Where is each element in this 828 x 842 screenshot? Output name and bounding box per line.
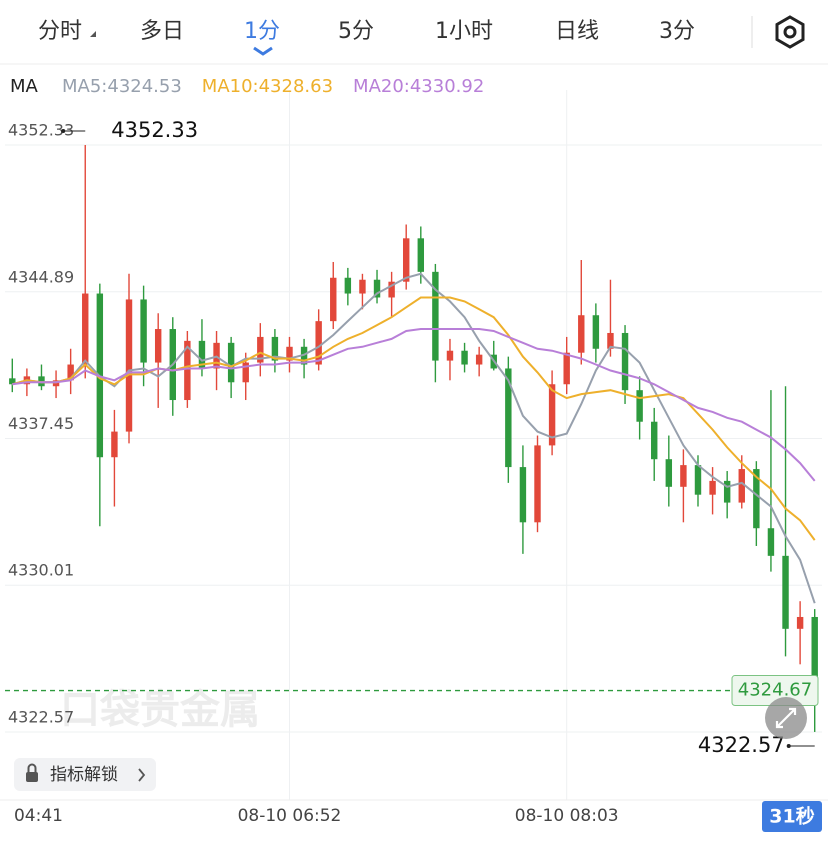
tab[interactable]: 多日 xyxy=(140,19,184,44)
candle-body xyxy=(140,299,147,363)
y-tick-label: 4330.01 xyxy=(8,561,74,580)
tab[interactable]: 1分 xyxy=(244,19,280,44)
candle-body xyxy=(767,528,775,556)
high-label: 4352.33 xyxy=(111,118,198,142)
legend-entry: MA5:4324.53 xyxy=(62,76,182,97)
unlock-button[interactable]: 指标解锁 xyxy=(14,758,156,791)
active-indicator xyxy=(253,46,273,56)
candle-body xyxy=(67,364,74,381)
candle-body xyxy=(592,315,600,349)
candle-body xyxy=(154,329,162,363)
candle-body xyxy=(636,390,643,422)
candle-body xyxy=(359,279,366,294)
candle-body xyxy=(796,616,804,629)
legend-entry: MA20:4330.92 xyxy=(353,76,484,97)
tab[interactable]: 分时 xyxy=(38,19,82,44)
candle-body xyxy=(330,277,337,322)
candle-body xyxy=(709,480,716,495)
candle-body xyxy=(417,238,425,272)
candle-body xyxy=(461,350,468,365)
candle-body xyxy=(315,321,322,365)
candle-body xyxy=(9,378,16,385)
candle-body xyxy=(694,465,702,495)
candle-body xyxy=(227,342,235,383)
unlock-label: 指标解锁 xyxy=(50,765,118,785)
watermark: 口袋贵金属 xyxy=(60,687,260,733)
candle-body xyxy=(578,315,585,353)
candle-body xyxy=(723,480,731,503)
candle-body xyxy=(548,384,556,446)
x-tick-label: 04:41 xyxy=(14,806,63,826)
candle-body xyxy=(286,346,293,361)
ma-line xyxy=(12,328,816,482)
plot: 4352.33 4344.89 4337.45 4330.01 4322.57 4352.… xyxy=(5,90,822,800)
tab-bar: 分时 多日 1分 5分 1小时 日线 3分 xyxy=(38,19,695,44)
candle-body xyxy=(402,238,410,282)
candle-body xyxy=(665,459,673,487)
candle-body xyxy=(811,616,818,691)
candle-body xyxy=(782,555,789,629)
low-dot xyxy=(786,743,791,748)
candle-body xyxy=(432,271,439,361)
candle-body xyxy=(738,469,745,503)
candle-body xyxy=(257,336,264,363)
tab[interactable]: 日线 xyxy=(555,19,599,44)
candle-body xyxy=(388,281,395,298)
candle-body xyxy=(446,350,454,361)
countdown: 31秒 xyxy=(769,805,814,828)
candle-body xyxy=(651,421,658,460)
x-tick-label: 08-10 06:52 xyxy=(238,806,342,826)
tab[interactable]: 1小时 xyxy=(435,19,493,44)
low-label: 4322.57 xyxy=(698,733,785,757)
tab-arrow xyxy=(90,31,96,37)
candle-body xyxy=(82,293,89,365)
legend-entry: MA10:4328.63 xyxy=(202,76,333,97)
settings-icon[interactable] xyxy=(775,15,805,49)
candle-body xyxy=(519,467,527,523)
high-dot xyxy=(61,129,66,134)
tab[interactable]: 3分 xyxy=(659,19,695,44)
last-price-label: 4324.67 xyxy=(738,680,812,701)
zoom-button[interactable] xyxy=(765,697,807,739)
candle-body xyxy=(242,362,249,383)
candle-body xyxy=(534,445,541,523)
candle-body xyxy=(475,354,483,365)
y-tick-label: 4352.33 xyxy=(8,121,74,140)
x-tick-label: 08-10 08:03 xyxy=(515,806,619,826)
candle-body xyxy=(753,469,760,529)
candle-body xyxy=(563,352,570,385)
y-tick-label: 4322.57 xyxy=(8,707,74,726)
ma-line xyxy=(12,296,816,541)
candle-body xyxy=(111,431,118,458)
indicator-name: MA xyxy=(10,76,39,97)
y-tick-label: 4344.89 xyxy=(8,267,74,286)
candle-body xyxy=(184,340,191,401)
candle-body xyxy=(271,336,279,361)
tab[interactable]: 5分 xyxy=(338,19,374,44)
candle-body xyxy=(505,368,512,468)
ma-line xyxy=(12,272,816,604)
candle-body xyxy=(680,465,687,487)
candle-body xyxy=(373,279,381,298)
candle-body xyxy=(344,277,352,294)
countdown-badge: 31秒 xyxy=(762,801,822,832)
candle-body xyxy=(125,299,133,432)
candle-body xyxy=(621,332,629,391)
candle-body xyxy=(607,332,614,349)
candle-body xyxy=(198,340,206,369)
y-tick-label: 4337.45 xyxy=(8,414,74,433)
